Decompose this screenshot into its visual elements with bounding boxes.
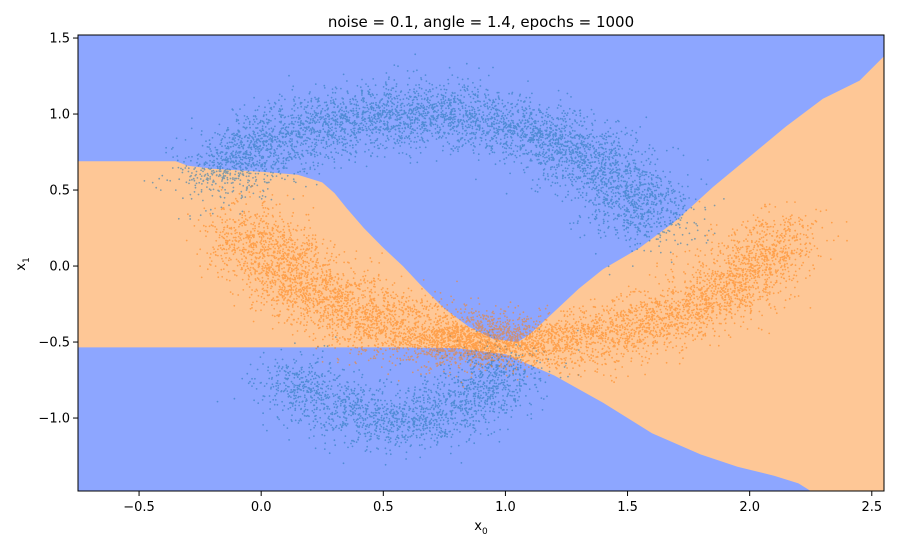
x-axis-label: x0	[474, 519, 488, 537]
x-tick-label: 1.0	[495, 500, 516, 515]
x-tick-label: 0.0	[251, 500, 272, 515]
x-tick-label: 2.5	[861, 500, 882, 515]
plot-frame	[77, 34, 885, 492]
x-tick-label: −0.5	[123, 500, 155, 515]
chart-title: noise = 0.1, angle = 1.4, epochs = 1000	[328, 13, 634, 31]
points-orange	[185, 185, 848, 388]
y-tick-label: 0.5	[49, 184, 70, 199]
y-tick-label: 1.5	[49, 32, 70, 47]
y-tick-label: 0.0	[49, 260, 70, 275]
y-axis: −1.0 −0.5 0.0 0.5 1.0 1.5	[38, 32, 78, 427]
x-tick-label: 2.0	[739, 500, 760, 515]
y-tick-label: −1.0	[38, 412, 70, 427]
x-tick-label: 1.5	[617, 500, 638, 515]
region-orange-0	[78, 56, 884, 491]
x-axis: −0.5 0.0 0.5 1.0 1.5 2.0 2.5	[123, 491, 882, 515]
points-blue	[143, 53, 725, 466]
y-tick-label: 1.0	[49, 108, 70, 123]
plot-area	[77, 34, 885, 492]
series-orange	[185, 185, 848, 388]
y-axis-label: x1	[14, 257, 32, 270]
y-tick-label: −0.5	[38, 336, 70, 351]
series-blue	[143, 53, 725, 466]
x-tick-label: 0.5	[373, 500, 394, 515]
